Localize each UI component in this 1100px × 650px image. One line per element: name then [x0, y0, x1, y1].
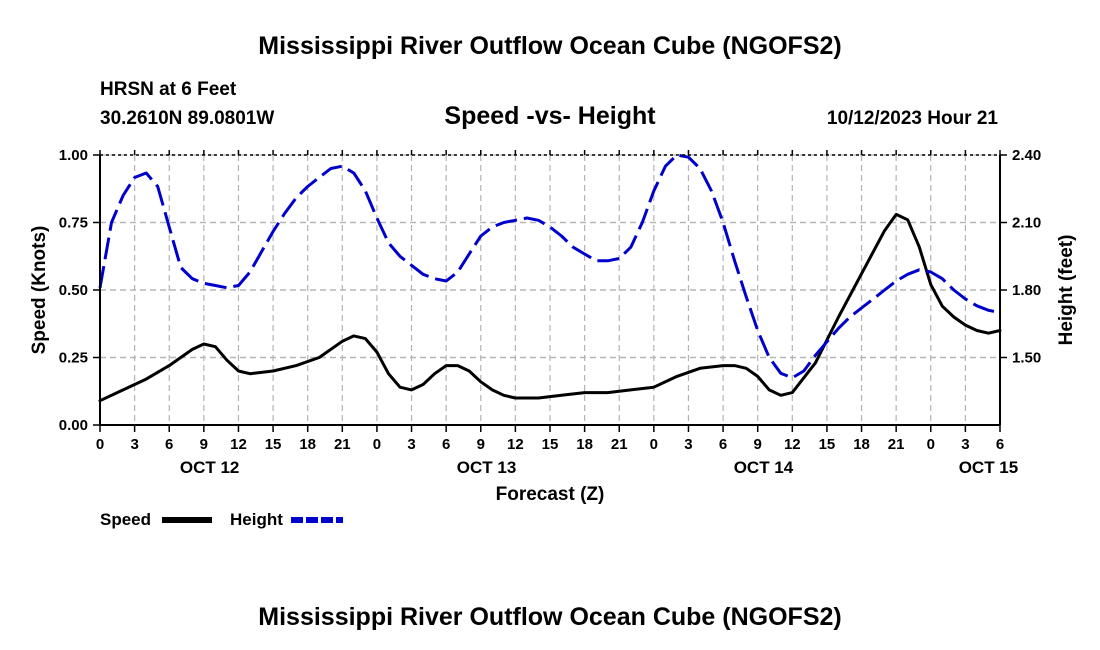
x-tick-label: 21 [611, 436, 628, 453]
grid-lines [100, 154, 1000, 425]
y-right-tick-label: 2.40 [1012, 147, 1041, 164]
x-tick-label: 12 [230, 436, 247, 453]
station-coordinates: 30.2610N 89.0801W [100, 108, 274, 129]
chart-subtitle: Speed -vs- Height [444, 102, 656, 130]
y-left-tick-label: 0.00 [59, 417, 88, 434]
y-right-tick-label: 1.80 [1012, 282, 1041, 299]
x-axis-label: Forecast (Z) [496, 484, 605, 505]
x-tick-label: 3 [961, 436, 969, 453]
x-tick-label: 9 [200, 436, 208, 453]
forecast-timestamp: 10/12/2023 Hour 21 [827, 108, 999, 129]
x-tick-label: 18 [299, 436, 316, 453]
series-layer [98, 153, 1002, 403]
x-tick-label: 15 [542, 436, 559, 453]
x-tick-label: 0 [650, 436, 658, 453]
x-tick-label: 9 [477, 436, 485, 453]
legend-speed-label: Speed [100, 510, 151, 529]
x-day-label: OCT 12 [180, 458, 240, 477]
x-tick-label: 12 [507, 436, 524, 453]
x-tick-label: 12 [784, 436, 801, 453]
y-right-tick-label: 2.10 [1012, 215, 1041, 232]
x-tick-label: 21 [888, 436, 905, 453]
y-left-tick-label: 1.00 [59, 147, 88, 164]
x-tick-label: 18 [853, 436, 870, 453]
x-tick-label: 6 [165, 436, 173, 453]
x-tick-label: 6 [719, 436, 727, 453]
x-tick-label: 3 [684, 436, 692, 453]
legend: Speed Height [100, 510, 343, 529]
y-left-tick-label: 0.75 [59, 215, 88, 232]
x-tick-label: 0 [927, 436, 935, 453]
y-left-tick-label: 0.25 [59, 350, 88, 367]
x-tick-label: 3 [130, 436, 138, 453]
y-left-tick-label: 0.50 [59, 282, 88, 299]
y-axis-right-label: Height (feet) [1056, 235, 1077, 346]
x-tick-label: 15 [819, 436, 836, 453]
legend-height-label: Height [230, 510, 283, 529]
speed-series-line [98, 212, 1002, 403]
x-tick-label: 21 [334, 436, 351, 453]
axes: 0 3 6 9 12 15 18 21 0 3 6 9 12 15 18 21 0 3 6 9 12 15 18 21 0 3 6O… [59, 147, 1041, 477]
y-axis-left-label: Speed (Knots) [29, 226, 50, 355]
chart-title: Mississippi River Outflow Ocean Cube (NG… [258, 32, 841, 60]
footer-title: Mississippi River Outflow Ocean Cube (NG… [258, 603, 841, 631]
y-right-tick-label: 1.50 [1012, 350, 1041, 367]
x-tick-label: 3 [407, 436, 415, 453]
x-tick-label: 0 [373, 436, 381, 453]
station-label: HRSN at 6 Feet [100, 79, 237, 100]
x-day-label: OCT 14 [734, 458, 794, 477]
x-tick-label: 15 [265, 436, 282, 453]
x-day-label: OCT 15 [959, 458, 1019, 477]
x-tick-label: 0 [96, 436, 104, 453]
x-tick-label: 6 [442, 436, 450, 453]
x-tick-label: 6 [996, 436, 1004, 453]
x-tick-label: 18 [576, 436, 593, 453]
x-tick-label: 9 [754, 436, 762, 453]
x-day-label: OCT 13 [457, 458, 517, 477]
